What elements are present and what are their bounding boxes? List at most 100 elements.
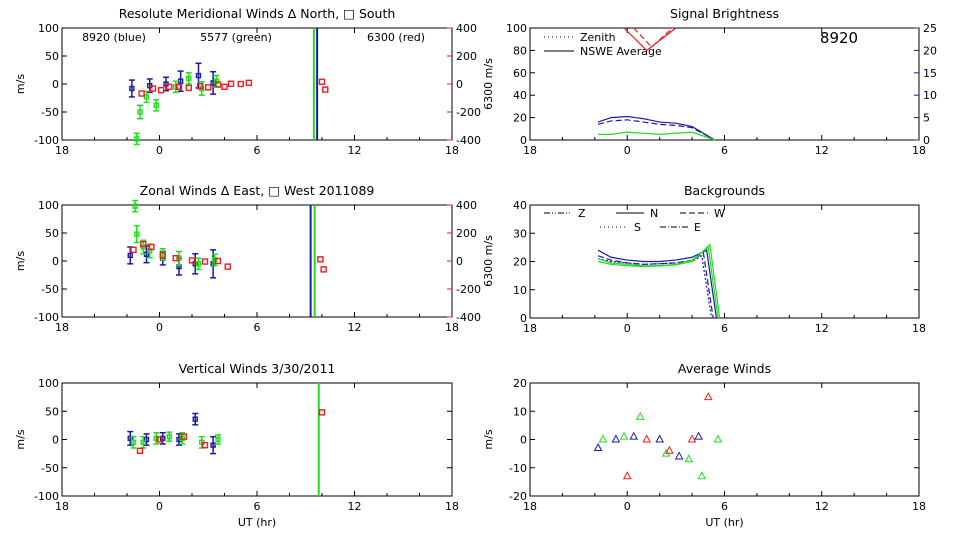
y-tick-label: -20	[509, 490, 527, 503]
data-point-square	[221, 83, 228, 91]
data-point-triangle	[713, 434, 723, 443]
y-tick-label: 100	[38, 22, 59, 35]
y-tick-label: -100	[34, 490, 59, 503]
series-line	[633, 27, 674, 48]
y-axis-label: m/s	[14, 429, 27, 449]
data-point	[127, 435, 133, 442]
y2-axis-label: 6300 m/s	[482, 58, 495, 110]
data-point-square	[317, 256, 324, 263]
x-tick-label: 18	[912, 322, 926, 335]
data-point	[153, 435, 159, 442]
x-tick-label: 12	[348, 500, 362, 513]
data-point-square	[149, 85, 157, 92]
y-tick-label: 100	[506, 22, 527, 35]
x-tick-label: 6	[721, 500, 728, 513]
data-point-triangle	[611, 434, 621, 443]
y-tick-label: -50	[41, 462, 59, 475]
x-tick-label: 18	[445, 500, 459, 513]
y-tick-label: 0	[52, 255, 59, 268]
x-tick-label: 18	[445, 321, 459, 334]
panel-title: Average Winds	[678, 361, 771, 376]
data-point-triangle	[642, 434, 652, 443]
data-point	[173, 84, 179, 90]
data-point-triangle	[598, 434, 608, 443]
panel-title: Signal Brightness	[670, 6, 779, 21]
y-tick-label: 20	[513, 256, 527, 269]
data-point-triangle	[629, 431, 639, 440]
y-tick-label: 0	[52, 78, 59, 91]
y-tick-label: 40	[513, 199, 527, 212]
data-point	[129, 85, 135, 92]
data-point	[143, 94, 150, 100]
y-tick-label: 50	[45, 50, 59, 63]
x-axis-label: UT (hr)	[238, 516, 276, 529]
data-point-square	[138, 90, 145, 97]
y-tick-label: 0	[52, 434, 59, 447]
data-point-triangle	[697, 471, 707, 480]
data-point	[160, 435, 166, 442]
y2-tick-label: 10	[923, 89, 937, 102]
y-tick-label: 100	[38, 377, 59, 390]
y2-tick-label: 5	[923, 112, 930, 125]
data-point	[213, 78, 220, 84]
y-tick-label: -100	[34, 311, 59, 324]
plot-frame	[61, 27, 453, 141]
data-point-triangle	[593, 442, 603, 451]
data-point-triangle	[622, 471, 632, 480]
data-point	[179, 435, 185, 442]
legend-label: NSWE Average	[580, 45, 662, 58]
data-point	[192, 416, 198, 422]
data-point	[195, 261, 202, 267]
y2-tick-label: 400	[456, 22, 477, 35]
plot-frame	[61, 204, 453, 318]
y2-axis-label: 6300 m/s	[482, 235, 495, 287]
y2-tick-label: 15	[923, 67, 937, 80]
data-point-square	[157, 86, 165, 94]
data-point	[153, 102, 159, 108]
series-line	[597, 119, 716, 141]
data-point	[127, 252, 133, 259]
data-point-square	[201, 258, 209, 265]
legend-label: S	[634, 221, 641, 234]
legend-label: W	[714, 207, 725, 220]
data-point-triangle	[694, 431, 703, 440]
x-tick-label: 6	[254, 500, 261, 513]
y-tick-label: 10	[513, 284, 527, 297]
series-line	[597, 115, 716, 141]
y-tick-label: 0	[520, 134, 527, 147]
x-tick-label: 12	[348, 321, 362, 334]
data-point-square	[224, 263, 231, 270]
data-point	[140, 439, 146, 446]
data-point-square	[136, 447, 144, 454]
plot-frame	[529, 204, 920, 319]
y-tick-label: 20	[513, 377, 527, 390]
data-point	[134, 136, 140, 142]
series-line	[623, 27, 677, 52]
y-tick-label: 50	[45, 227, 59, 240]
y2-tick-label: 0	[456, 255, 463, 268]
y2-tick-label: 0	[923, 134, 930, 147]
y-tick-label: 0	[520, 434, 527, 447]
data-point	[132, 203, 138, 209]
x-tick-label: 0	[624, 144, 631, 157]
data-point-square	[156, 436, 163, 443]
data-point-square	[180, 433, 188, 440]
x-tick-label: 0	[156, 321, 163, 334]
data-point-square	[245, 79, 253, 87]
y-tick-label: 80	[513, 44, 527, 57]
y2-tick-label: 25	[923, 22, 937, 35]
y-tick-label: 30	[513, 227, 527, 240]
legend-label: E	[694, 221, 701, 234]
y-tick-label: 40	[513, 89, 527, 102]
x-tick-label: 18	[912, 500, 926, 513]
series-line	[597, 252, 714, 319]
series-line	[598, 131, 715, 141]
data-point-triangle	[665, 445, 674, 454]
data-point-square	[214, 81, 222, 88]
data-point-triangle	[687, 434, 697, 443]
